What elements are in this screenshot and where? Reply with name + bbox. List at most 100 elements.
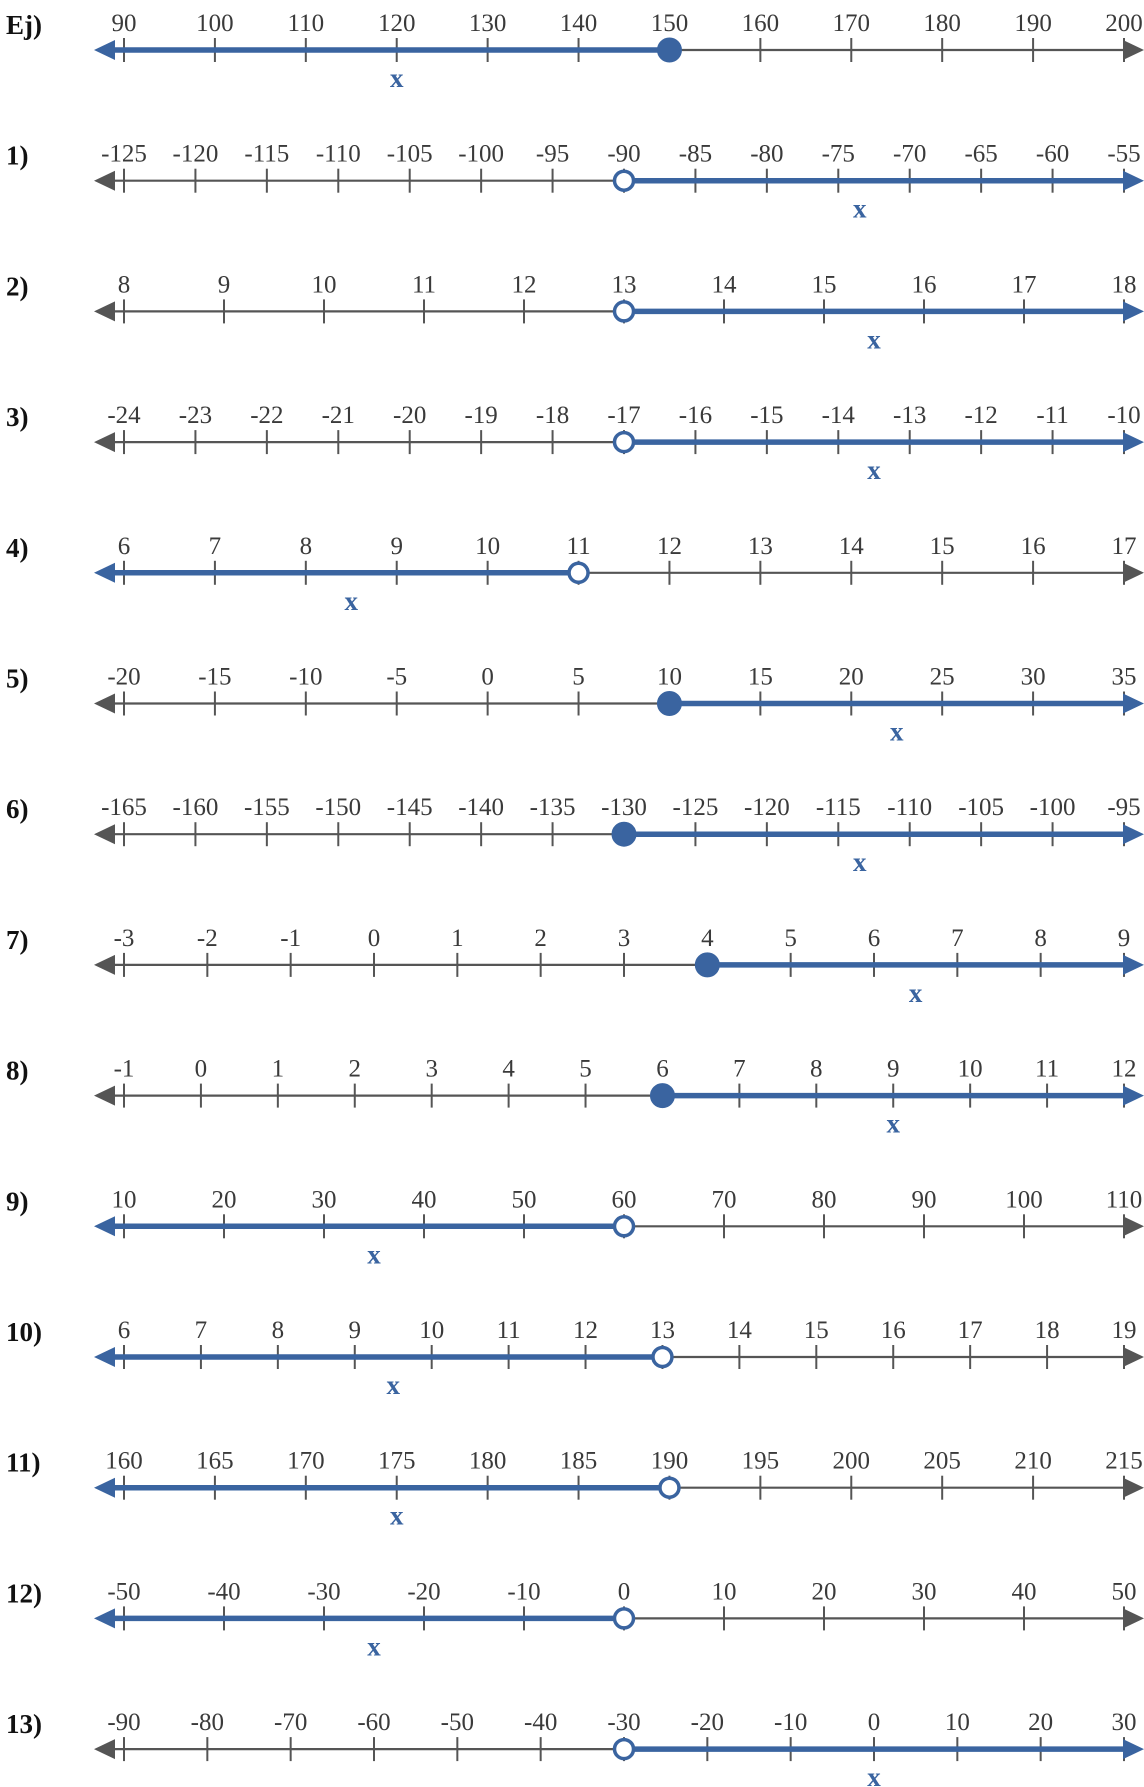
right-arrow-icon [1123, 1085, 1144, 1106]
tick-label: -145 [387, 794, 433, 821]
tick-label: -120 [173, 141, 219, 168]
tick-label: 11 [567, 533, 591, 560]
problem-label: 1) [6, 141, 29, 171]
left-arrow-icon [94, 170, 115, 191]
closed-endpoint [649, 1083, 675, 1109]
tick-label: -100 [458, 141, 504, 168]
tick-label: 30 [312, 1186, 337, 1213]
number-line-problem-10: 10) 6 7 8 9 10 11 12 13 14 15 16 17 18 19 x [6, 1317, 1144, 1400]
open-endpoint [612, 1737, 636, 1761]
right-arrow-icon [1123, 562, 1144, 583]
problem-label: 4) [6, 533, 29, 563]
variable-label: x [367, 1631, 381, 1661]
tick-label: -40 [524, 1709, 557, 1736]
tick-label: -19 [464, 402, 497, 429]
tick-label: -10 [774, 1709, 807, 1736]
left-arrow-icon [94, 1347, 115, 1367]
tick-label: 18 [1035, 1317, 1060, 1344]
problem-label: 2) [6, 271, 29, 301]
tick-label: 1 [451, 925, 464, 952]
variable-label: x [867, 324, 881, 354]
tick-label: 12 [657, 533, 682, 560]
tick-label: 160 [105, 1448, 143, 1475]
tick-label: 15 [812, 271, 837, 298]
left-arrow-icon [94, 1477, 115, 1498]
number-line-problem-12: 12) -50 -40 -30 -20 -10 0 10 20 30 40 50 x [6, 1578, 1144, 1661]
tick-label: 10 [112, 1186, 137, 1213]
tick-label: 6 [656, 1056, 669, 1083]
tick-label: 12 [573, 1317, 598, 1344]
tick-label: 195 [742, 1448, 780, 1475]
tick-label: 10 [712, 1578, 737, 1605]
right-arrow-icon [1123, 170, 1144, 191]
tick-label: 17 [1012, 271, 1037, 298]
tick-label: -3 [114, 925, 135, 952]
variable-label: x [909, 978, 923, 1008]
tick-label: 18 [1112, 271, 1137, 298]
tick-label: -115 [244, 141, 289, 168]
tick-label: -100 [1030, 794, 1076, 821]
tick-label: -105 [958, 794, 1004, 821]
tick-label: -17 [607, 402, 640, 429]
tick-label: -140 [458, 794, 504, 821]
tick-label: 15 [748, 664, 773, 691]
tick-label: 130 [469, 10, 507, 37]
tick-label: 180 [923, 10, 961, 37]
tick-label: 35 [1112, 664, 1137, 691]
number-line-example: Ej) 90 100 110 120 130 140 150 160 170 180 190 200 x [6, 10, 1144, 93]
tick-label: -125 [101, 141, 147, 168]
tick-label: 9 [349, 1317, 362, 1344]
tick-label: 3 [425, 1056, 438, 1083]
tick-label: 8 [300, 533, 313, 560]
closed-endpoint [656, 691, 682, 716]
open-endpoint [651, 1345, 674, 1369]
tick-label: 0 [195, 1056, 208, 1083]
variable-label: x [390, 63, 404, 93]
right-arrow-icon [1123, 40, 1144, 60]
open-endpoint [612, 169, 636, 192]
tick-label: 5 [784, 925, 797, 952]
tick-label: 17 [958, 1317, 983, 1344]
left-arrow-icon [94, 824, 115, 845]
tick-label: 19 [1112, 1317, 1137, 1344]
tick-label: 170 [833, 10, 871, 37]
right-arrow-icon [1123, 954, 1144, 975]
tick-label: 30 [1021, 664, 1046, 691]
tick-label: -20 [107, 664, 140, 691]
problem-label: 8) [6, 1056, 29, 1086]
tick-label: 20 [212, 1186, 237, 1213]
variable-label: x [853, 194, 867, 224]
variable-label: x [890, 717, 904, 747]
tick-label: 140 [560, 10, 598, 37]
left-arrow-icon [94, 432, 115, 453]
tick-label: -130 [601, 794, 647, 821]
tick-label: 13 [650, 1317, 675, 1344]
tick-label: 16 [912, 271, 937, 298]
right-arrow-icon [1123, 301, 1144, 322]
variable-label: x [367, 1239, 381, 1269]
tick-label: -10 [507, 1578, 540, 1605]
tick-label: 200 [1105, 10, 1143, 37]
open-endpoint [612, 300, 636, 323]
tick-label: 14 [839, 533, 865, 560]
number-line-problem-8: 8) -1 0 1 2 3 4 5 6 7 8 9 10 11 12x [6, 1056, 1144, 1139]
tick-label: 25 [930, 664, 955, 691]
left-arrow-icon [94, 1608, 115, 1629]
problem-label: Ej) [6, 10, 42, 40]
tick-label: 6 [118, 1317, 131, 1344]
tick-label: 210 [1014, 1448, 1052, 1475]
tick-label: 175 [378, 1448, 416, 1475]
tick-label: 15 [930, 533, 955, 560]
tick-label: 215 [1105, 1448, 1143, 1475]
tick-label: 9 [1118, 925, 1131, 952]
tick-label: -18 [536, 402, 569, 429]
left-arrow-icon [94, 301, 115, 322]
right-arrow-icon [1123, 1477, 1144, 1498]
tick-label: 20 [1028, 1709, 1053, 1736]
problem-label: 9) [6, 1186, 29, 1216]
tick-label: 12 [1112, 1056, 1137, 1083]
tick-label: 10 [419, 1317, 444, 1344]
tick-label: 11 [412, 271, 436, 298]
number-line-problem-1: 1) -125 -120 -115 -110 -105 -100 -95 -90 -85 -80 -7… [6, 141, 1144, 224]
number-line-problem-4: 4) 6 7 8 9 10 11 12 13 14 15 16 17 x [6, 533, 1144, 616]
